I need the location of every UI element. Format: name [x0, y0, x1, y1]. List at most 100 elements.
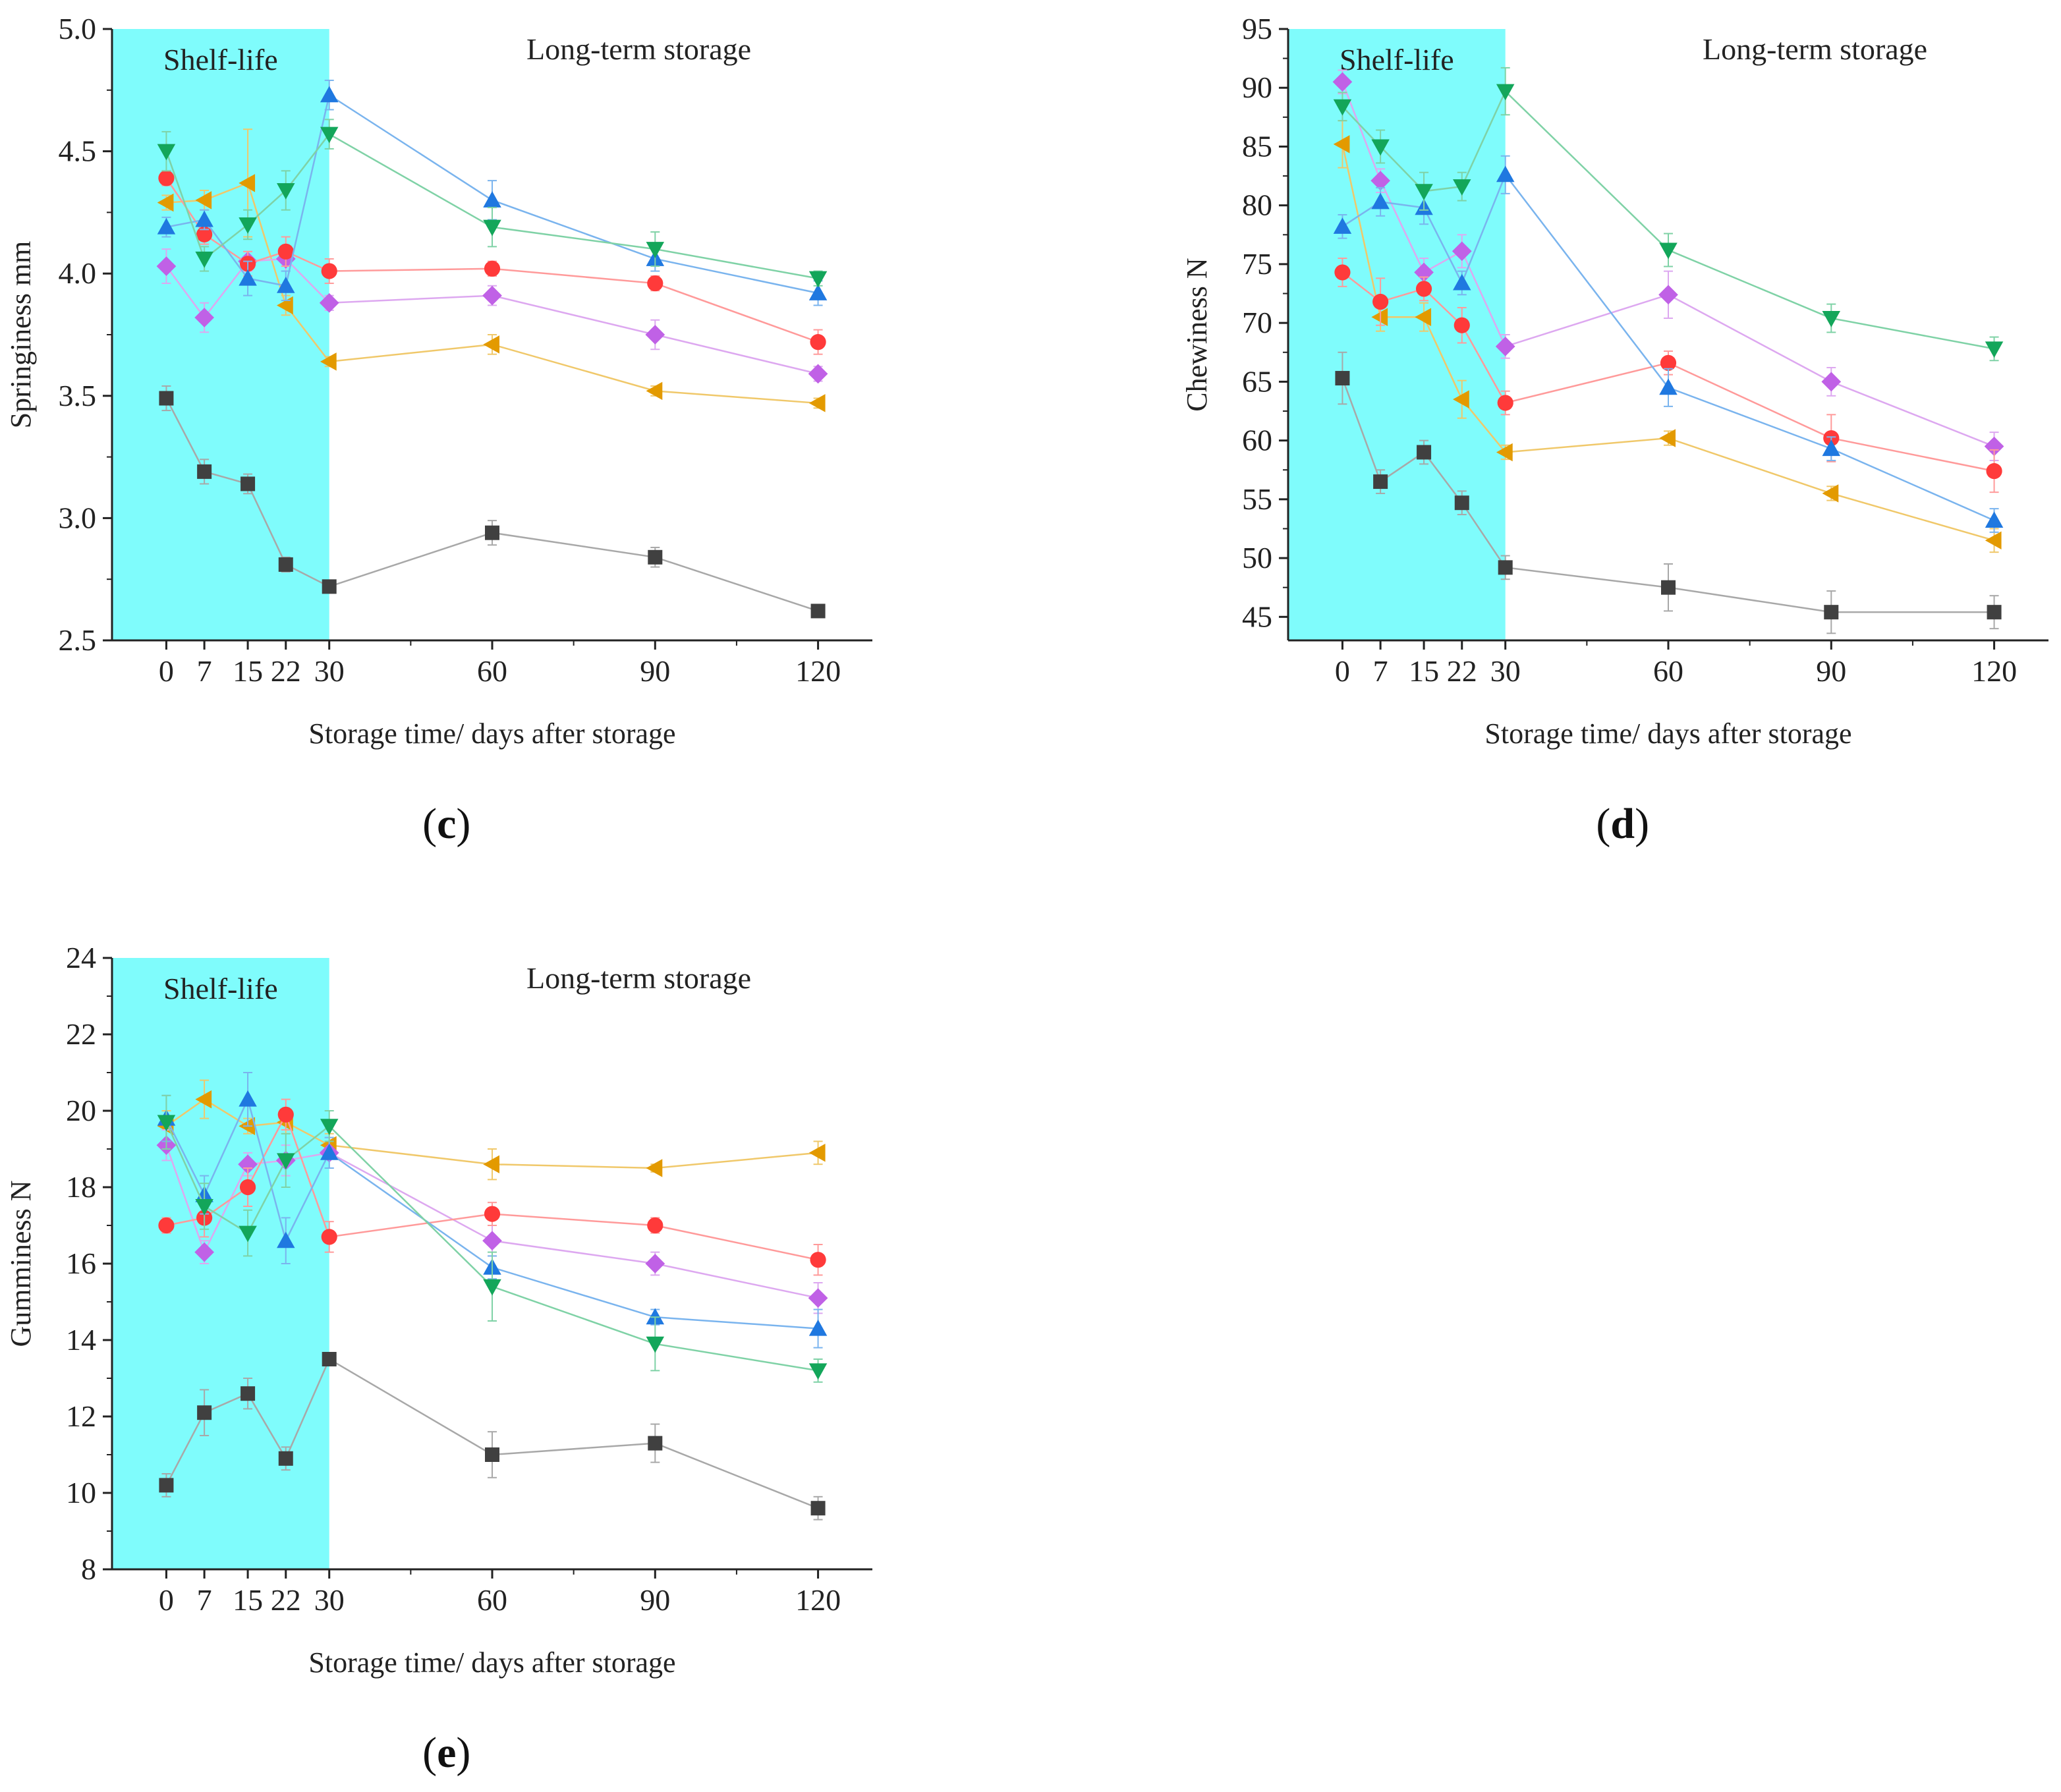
data-point — [1334, 264, 1351, 281]
x-axis-title: Storage time/ days after storage — [308, 1646, 675, 1679]
plot-area — [1332, 67, 2004, 634]
data-point — [278, 557, 293, 572]
data-point — [319, 293, 339, 313]
data-point — [483, 191, 501, 208]
data-point — [808, 1319, 828, 1336]
data-point — [1661, 580, 1676, 595]
y-tick-label: 14 — [66, 1323, 96, 1357]
data-point — [648, 549, 663, 565]
data-point — [1824, 605, 1839, 620]
y-axis-title: Chewiness N — [1181, 258, 1213, 411]
data-point — [277, 1106, 294, 1123]
data-point — [239, 1179, 256, 1196]
data-point — [483, 1155, 499, 1173]
data-point — [1335, 371, 1350, 386]
data-point — [647, 275, 663, 292]
data-point — [157, 1115, 176, 1132]
x-tick-label: 30 — [1490, 654, 1521, 688]
panel-label-letter: e — [437, 1729, 456, 1777]
series-series-3 — [1333, 155, 2004, 533]
y-tick-label: 70 — [1242, 306, 1272, 339]
data-point — [808, 284, 828, 300]
data-point — [1984, 436, 2004, 457]
data-point — [1658, 285, 1678, 305]
data-point — [482, 1231, 502, 1251]
y-tick-label: 60 — [1242, 424, 1272, 457]
data-point — [1495, 336, 1515, 356]
data-point — [1498, 560, 1513, 575]
series-line — [165, 1096, 818, 1330]
data-point — [277, 182, 295, 200]
y-tick-label: 95 — [1242, 12, 1272, 45]
series-series-2 — [1334, 258, 2002, 493]
data-point — [1415, 281, 1432, 297]
region-label-long-term: Long-term storage — [526, 961, 751, 995]
data-point — [646, 1159, 663, 1177]
panel-label-close-paren: ) — [456, 800, 470, 848]
x-tick-label: 90 — [640, 654, 670, 688]
x-tick-label: 22 — [271, 654, 301, 688]
data-point — [322, 579, 337, 594]
y-tick-label: 65 — [1242, 364, 1272, 398]
data-point — [1659, 242, 1678, 260]
data-point — [482, 285, 502, 306]
x-tick-label: 120 — [1971, 654, 2017, 688]
data-point — [321, 263, 337, 279]
x-tick-label: 90 — [1816, 654, 1846, 688]
series-series-1 — [1335, 351, 2002, 634]
y-tick-label: 45 — [1242, 600, 1272, 633]
data-point — [194, 1242, 214, 1262]
data-point — [278, 1451, 293, 1466]
series-line — [165, 1144, 818, 1299]
y-tick-label: 50 — [1242, 541, 1272, 574]
plot-area — [156, 79, 828, 619]
series-line — [1341, 90, 1994, 350]
y-tick-label: 10 — [66, 1476, 96, 1509]
series-series-1 — [159, 385, 826, 619]
data-point — [1453, 179, 1471, 196]
data-point — [1659, 378, 1678, 395]
data-point — [1452, 241, 1472, 262]
x-tick-label: 15 — [233, 1583, 263, 1617]
x-tick-label: 120 — [795, 1583, 841, 1617]
series-line — [166, 94, 818, 294]
data-point — [1985, 341, 2004, 358]
data-point — [194, 308, 214, 327]
x-tick-label: 7 — [197, 1583, 212, 1617]
data-point — [1822, 439, 1841, 457]
data-point — [320, 126, 339, 144]
panel-label-letter: d — [1610, 800, 1635, 848]
data-point — [483, 1279, 501, 1296]
chart-panel-d: 45 50 55 60 65 70 75 80 85 90 95 0 7 15 22 30 60 90 120 Sh… — [1181, 12, 2048, 848]
panel-label-open-paren: ( — [422, 800, 437, 848]
x-tick-label: 0 — [159, 654, 174, 688]
series-line — [166, 1112, 818, 1261]
data-point — [238, 1154, 258, 1175]
y-tick-label: 2.5 — [59, 623, 97, 657]
data-point — [1496, 84, 1515, 101]
data-point — [240, 1386, 256, 1401]
data-point — [320, 1119, 339, 1135]
y-tick-label: 55 — [1242, 482, 1272, 516]
series-line — [165, 1121, 818, 1372]
y-tick-label: 3.0 — [59, 501, 97, 534]
y-axis-title: Gumminess N — [5, 1181, 37, 1347]
data-point — [157, 217, 176, 235]
data-point — [1371, 192, 1390, 210]
data-point — [1415, 308, 1432, 326]
data-point — [1987, 605, 2002, 620]
x-tick-label: 30 — [314, 1583, 345, 1617]
data-point — [277, 1153, 295, 1170]
data-point — [156, 256, 177, 276]
data-point — [1454, 495, 1469, 511]
x-tick-label: 7 — [197, 654, 212, 688]
data-point — [195, 251, 213, 268]
data-point — [1370, 171, 1390, 191]
data-point — [646, 242, 665, 258]
data-point — [321, 1229, 337, 1245]
data-point — [1453, 390, 1469, 408]
series-series-4 — [157, 119, 828, 288]
data-point — [483, 335, 499, 354]
shelf-life-band — [1288, 29, 1506, 640]
